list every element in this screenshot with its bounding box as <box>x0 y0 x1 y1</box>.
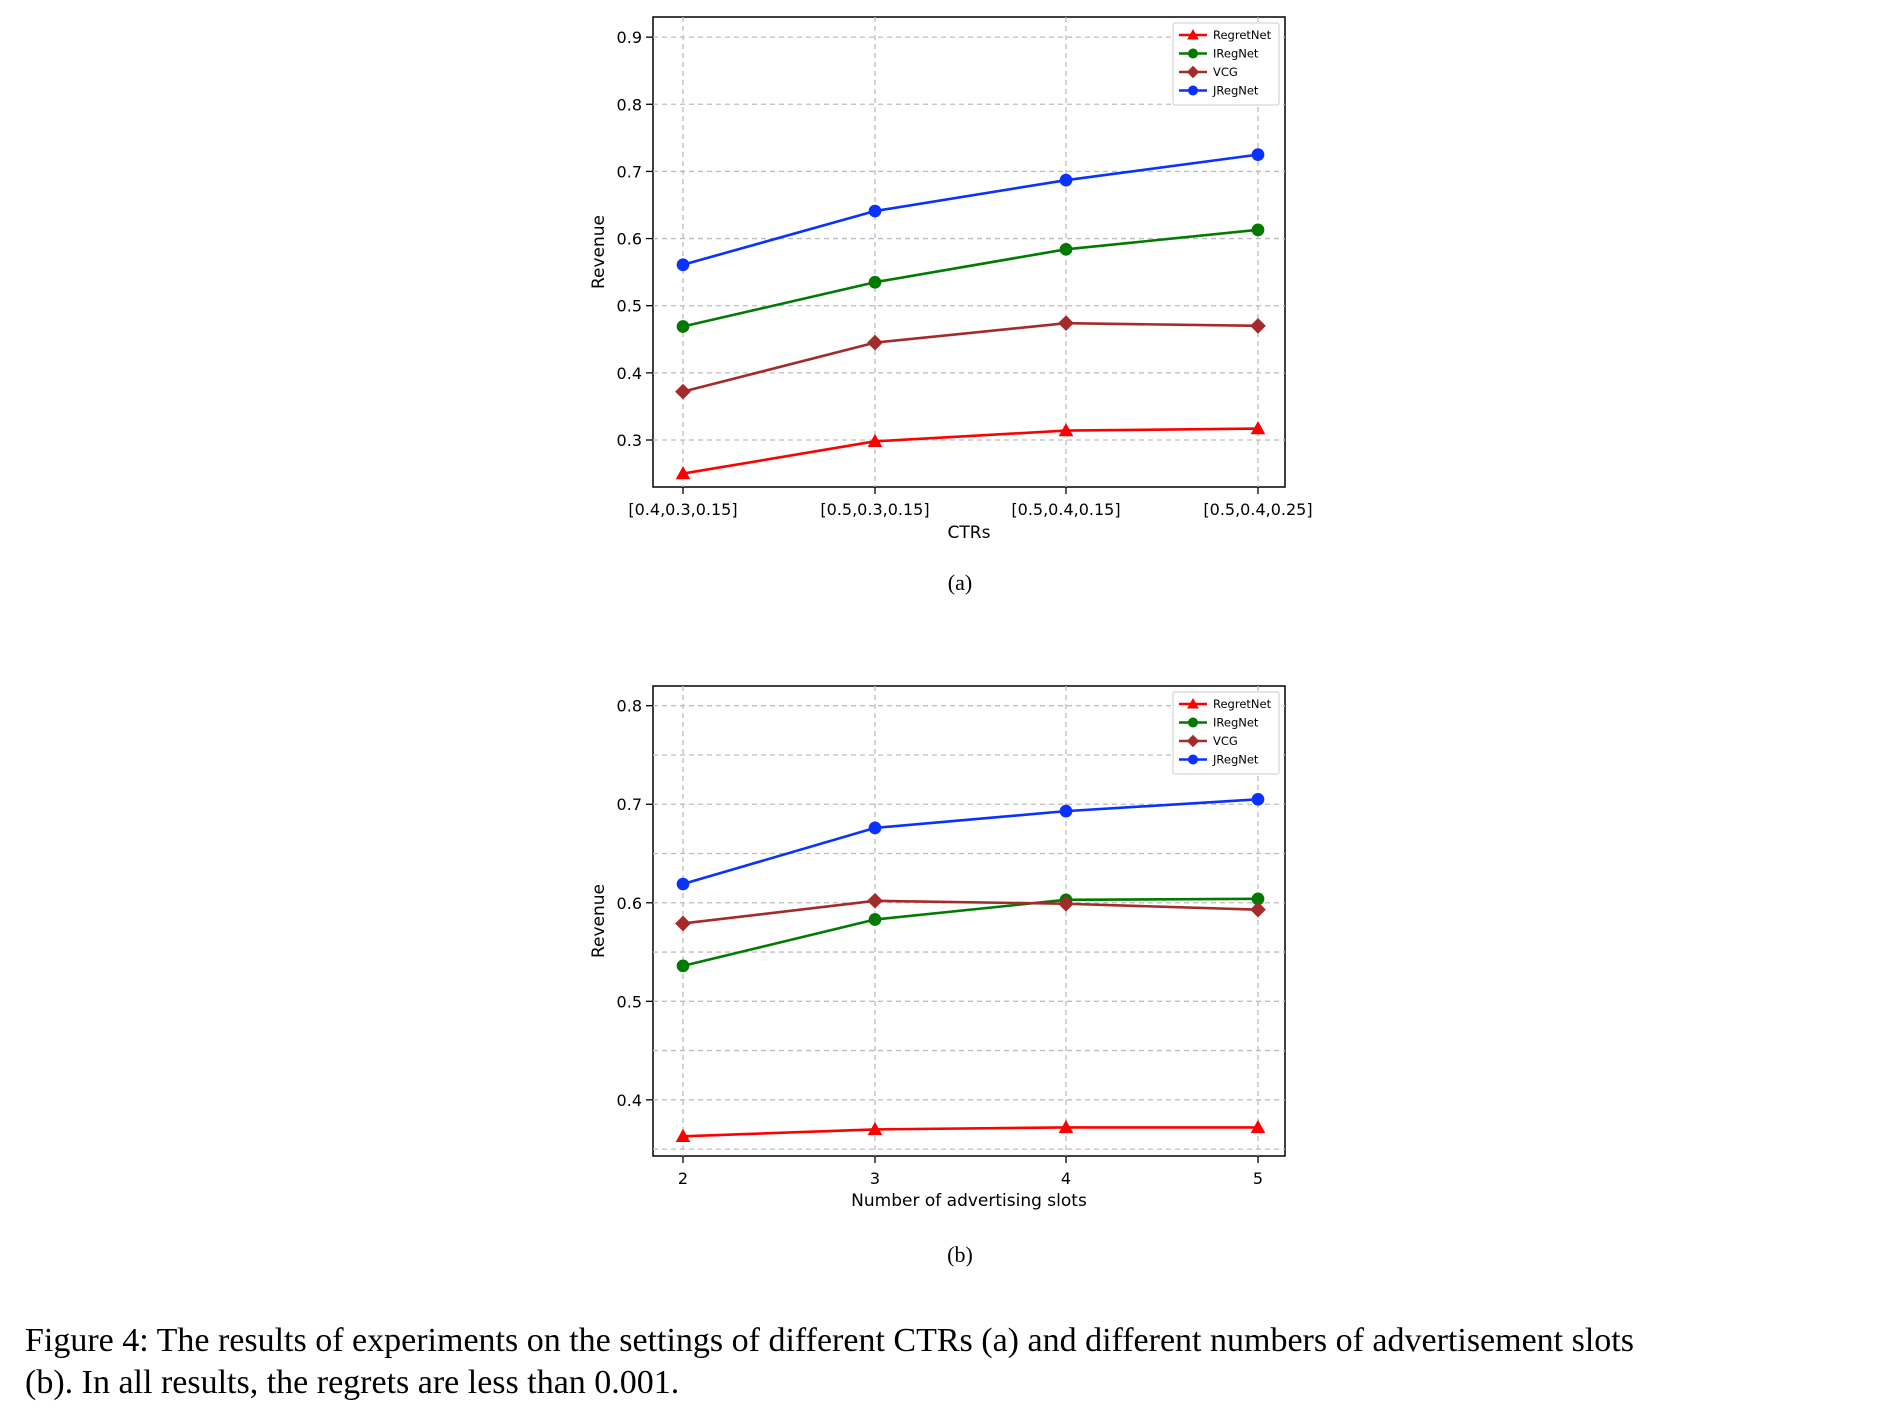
x-axis-label-b: Number of advertising slots <box>851 1191 1087 1211</box>
data-point-regretnet <box>1250 1119 1266 1134</box>
legend-label-iregnet: IRegNet <box>1213 716 1259 730</box>
figure-caption-line-1: Figure 4: The results of experiments on … <box>25 1322 1634 1359</box>
y-tick-label: 0.4 <box>617 1091 642 1110</box>
axes-frame-b <box>652 685 1286 1157</box>
legend-marker-vcg <box>1186 65 1200 79</box>
legend-marker-vcg <box>1186 734 1200 748</box>
series-line-jregnet <box>682 798 1259 886</box>
panel-label-b: (b) <box>947 1242 973 1267</box>
legend-box <box>1172 22 1280 106</box>
data-point-regretnet <box>867 1121 883 1136</box>
x-tick-label: [0.4,0.3,0.15] <box>628 500 737 519</box>
data-point-vcg <box>867 892 883 909</box>
y-tick-label: 0.4 <box>617 364 642 383</box>
series-group-a <box>675 148 1266 480</box>
series-line-vcg <box>682 321 1259 393</box>
legend-label-iregnet: IRegNet <box>1213 47 1259 61</box>
data-point-jregnet <box>1251 148 1265 161</box>
y-axis-label-a: Revenue <box>589 215 609 289</box>
data-point-iregnet <box>676 320 690 333</box>
y-tick-label: 0.8 <box>617 95 642 114</box>
x-axis-label-a: CTRs <box>948 523 991 543</box>
data-point-jregnet <box>1059 173 1073 187</box>
chart-panel-a: 0.3 0.4 0.5 0.6 0.7 0.8 0.9 [0.4,0.3,0.15] [0.5… <box>589 16 1313 595</box>
x-ticks-b: 2 3 4 5 <box>678 1156 1263 1188</box>
chart-panel-b: 0.4 0.5 0.6 0.7 0.8 2 3 4 5 Revenue Number of a… <box>589 685 1286 1267</box>
data-point-vcg <box>1250 901 1266 918</box>
data-point-vcg <box>675 915 691 932</box>
x-ticks-a: [0.4,0.3,0.15] [0.5,0.3,0.15] [0.5,0.4,0.1… <box>628 487 1313 519</box>
x-tick-label: 4 <box>1061 1169 1071 1188</box>
legend-label-jregnet: JRegNet <box>1212 84 1259 98</box>
y-axis-label-b: Revenue <box>589 884 609 958</box>
data-point-jregnet <box>868 204 882 218</box>
x-tick-label: [0.5,0.4,0.15] <box>1011 500 1120 519</box>
y-tick-label: 0.6 <box>617 894 642 913</box>
x-tick-label: [0.5,0.4,0.25] <box>1203 500 1312 519</box>
series-line-regretnet <box>682 1126 1258 1138</box>
legend-b: RegretNet IRegNet VCG JRegNet <box>1172 691 1280 775</box>
series-line-iregnet <box>682 228 1259 328</box>
y-tick-label: 0.6 <box>617 230 642 249</box>
data-point-iregnet <box>1251 223 1265 237</box>
legend-marker-regretnet <box>1187 697 1199 709</box>
data-point-regretnet <box>1058 423 1074 437</box>
y-tick-label: 0.3 <box>617 431 642 450</box>
data-point-iregnet <box>868 275 882 289</box>
data-point-vcg <box>1058 895 1074 912</box>
legend-label-regretnet: RegretNet <box>1213 28 1272 42</box>
data-point-iregnet <box>676 959 690 973</box>
series-line-iregnet <box>682 897 1259 968</box>
y-ticks-a: 0.3 0.4 0.5 0.6 0.7 0.8 0.9 <box>617 28 653 450</box>
y-tick-label: 0.5 <box>617 297 642 316</box>
series-line-regretnet <box>682 427 1259 475</box>
axes-frame-a <box>652 16 1286 488</box>
y-tick-label: 0.8 <box>617 697 642 716</box>
series-group-b <box>675 792 1266 1142</box>
figure-caption-line-2: (b). In all results, the regrets are les… <box>25 1364 679 1401</box>
legend-marker-jregnet <box>1188 85 1198 96</box>
legend-label-jregnet: JRegNet <box>1212 753 1259 767</box>
data-point-vcg <box>675 383 691 400</box>
data-point-vcg <box>1058 315 1074 332</box>
data-point-regretnet <box>675 1128 691 1142</box>
data-point-vcg <box>1250 318 1266 334</box>
x-tick-label: 2 <box>678 1169 688 1188</box>
legend-marker-regretnet <box>1187 28 1199 40</box>
y-ticks-b: 0.4 0.5 0.6 0.7 0.8 <box>617 697 653 1110</box>
legend-label-regretnet: RegretNet <box>1213 697 1272 711</box>
legend-label-vcg: VCG <box>1213 734 1238 748</box>
data-point-iregnet <box>1059 242 1073 256</box>
series-line-vcg <box>682 899 1259 925</box>
data-point-regretnet <box>867 433 883 448</box>
x-tick-label: 5 <box>1253 1169 1263 1188</box>
y-tick-label: 0.7 <box>617 795 642 814</box>
legend-marker-iregnet <box>1188 48 1198 59</box>
y-tick-label: 0.7 <box>617 162 642 181</box>
legend-marker-jregnet <box>1188 754 1198 765</box>
series-line-jregnet <box>682 153 1259 267</box>
legend-label-vcg: VCG <box>1213 65 1238 79</box>
data-point-regretnet <box>1250 421 1266 435</box>
legend-marker-iregnet <box>1188 717 1198 728</box>
data-point-iregnet <box>868 913 882 926</box>
y-tick-label: 0.5 <box>617 992 642 1011</box>
x-tick-label: 3 <box>870 1169 880 1188</box>
data-point-jregnet <box>676 258 690 272</box>
data-point-jregnet <box>1251 792 1265 806</box>
data-point-regretnet <box>675 466 691 480</box>
data-point-regretnet <box>1058 1119 1074 1134</box>
data-point-jregnet <box>1059 804 1073 818</box>
panel-label-a: (a) <box>948 570 972 595</box>
legend-a: RegretNet IRegNet VCG JRegNet <box>1172 22 1280 106</box>
data-point-jregnet <box>676 877 690 891</box>
y-tick-label: 0.9 <box>617 28 642 47</box>
data-point-vcg <box>867 334 883 351</box>
data-point-jregnet <box>868 821 882 835</box>
legend-box <box>1172 691 1280 775</box>
x-tick-label: [0.5,0.3,0.15] <box>820 500 929 519</box>
